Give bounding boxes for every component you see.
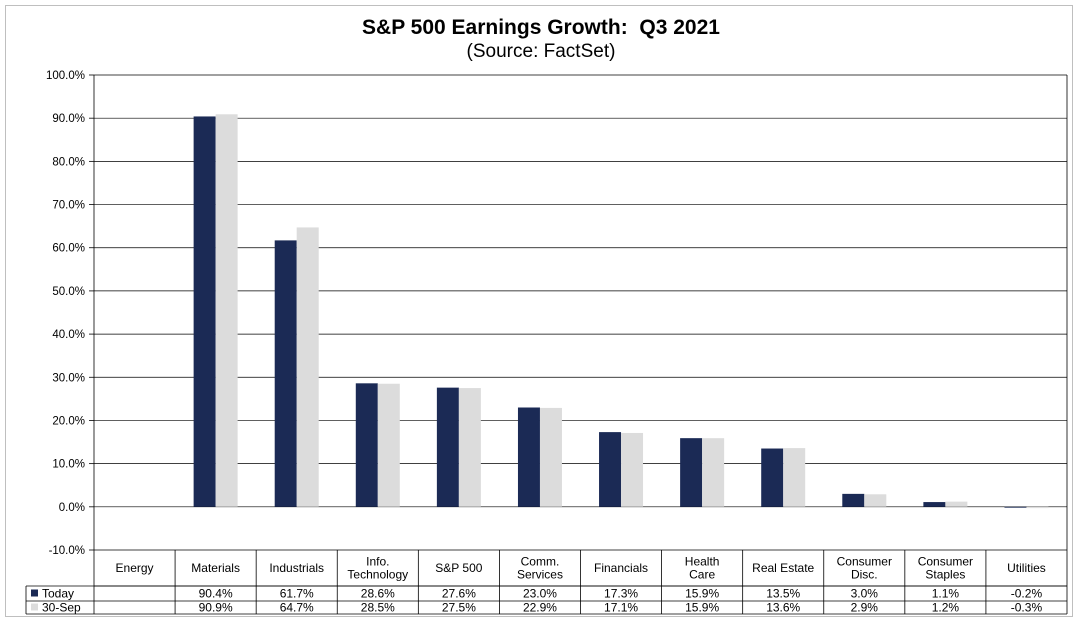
y-tick-label: 100.0% <box>46 70 85 82</box>
data-label: -0.2% <box>1011 587 1043 601</box>
category-label: Energy <box>116 561 154 575</box>
bar-30-sep-2 <box>296 227 319 507</box>
bar-30-sep-3 <box>377 383 400 507</box>
data-label: 61.7% <box>280 587 314 601</box>
legend-key-today <box>31 589 38 597</box>
y-tick-label: 20.0% <box>52 415 85 427</box>
data-label: 1.1% <box>932 587 960 601</box>
y-tick-label: 0.0% <box>59 502 85 514</box>
y-tick-label: -10.0% <box>49 545 85 557</box>
gridlines <box>89 74 1068 614</box>
chart-subtitle: (Source: FactSet) <box>467 41 616 62</box>
data-label: 27.6% <box>442 587 476 601</box>
data-table: Energy Materials Industrials Info.Technolog… <box>25 550 1067 615</box>
bar-today-7 <box>680 438 703 507</box>
bar-30-sep-11 <box>1026 506 1049 509</box>
data-label: 64.7% <box>280 601 314 615</box>
category-label: Consumer <box>918 555 973 569</box>
y-tick-label: 70.0% <box>52 200 85 212</box>
chart-title: S&P 500 Earnings Growth: Q3 2021 <box>362 16 720 39</box>
bar-today-2 <box>274 240 297 507</box>
data-label: 23.0% <box>523 587 557 601</box>
y-tick-label: 50.0% <box>52 286 85 298</box>
category-label: Care <box>689 568 715 582</box>
bar-today-5 <box>517 407 540 507</box>
category-label: Financials <box>594 561 648 575</box>
bar-30-sep-6 <box>621 432 644 507</box>
category-label: Disc. <box>851 568 878 582</box>
bar-30-sep-10 <box>945 501 968 507</box>
data-label: 13.6% <box>766 601 800 615</box>
data-label: 15.9% <box>685 601 719 615</box>
legend-key-30-sep <box>31 603 38 611</box>
category-label: Materials <box>191 561 240 575</box>
category-label: Utilities <box>1007 561 1046 575</box>
bar-30-sep-7 <box>702 438 725 507</box>
bar-30-sep-5 <box>539 407 562 507</box>
bar-today-1 <box>193 116 216 507</box>
category-label: Industrials <box>269 561 324 575</box>
category-label: Consumer <box>837 555 892 569</box>
y-axis-ticks: -10.0% 0.0% 10.0% 20.0% 30.0% 40.0% 50.0% 60.0%… <box>46 70 85 557</box>
category-label: Health <box>685 555 720 569</box>
data-label: -0.3% <box>1011 601 1043 615</box>
data-label: 90.9% <box>199 601 233 615</box>
data-label: 1.2% <box>932 601 960 615</box>
bar-30-sep-8 <box>783 448 806 507</box>
data-label: 2.9% <box>851 601 879 615</box>
data-label: 3.0% <box>851 587 879 601</box>
bar-30-sep-1 <box>215 114 238 507</box>
data-label: 17.1% <box>604 601 638 615</box>
y-tick-label: 80.0% <box>52 156 85 168</box>
data-label: 15.9% <box>685 587 719 601</box>
bar-today-3 <box>355 383 378 507</box>
data-label: 90.4% <box>199 587 233 601</box>
data-label: 27.5% <box>442 601 476 615</box>
bar-30-sep-4 <box>458 388 481 507</box>
category-label: Staples <box>925 568 965 582</box>
data-label: 28.6% <box>361 587 395 601</box>
category-label: Technology <box>347 568 408 582</box>
y-tick-label: 10.0% <box>52 459 85 471</box>
data-label: 22.9% <box>523 601 557 615</box>
y-tick-label: 60.0% <box>52 243 85 255</box>
bar-30-sep-9 <box>864 494 887 507</box>
category-label: Services <box>517 568 563 582</box>
bar-today-8 <box>761 448 784 507</box>
data-label: 17.3% <box>604 587 638 601</box>
legend-label: 30-Sep <box>42 601 81 615</box>
bars <box>193 114 1049 509</box>
y-tick-label: 90.0% <box>52 113 85 125</box>
bar-today-11 <box>1004 506 1027 508</box>
chart-frame: S&P 500 Earnings Growth: Q3 2021 (Source… <box>5 5 1073 617</box>
category-label: Real Estate <box>752 561 814 575</box>
bar-today-9 <box>842 493 865 507</box>
category-label: Info. <box>366 555 389 569</box>
data-label: 28.5% <box>361 601 395 615</box>
earnings-growth-chart: S&P 500 Earnings Growth: Q3 2021 (Source… <box>25 16 1068 615</box>
category-label: S&P 500 <box>435 561 482 575</box>
bar-today-4 <box>436 387 459 507</box>
y-tick-label: 30.0% <box>52 372 85 384</box>
y-tick-label: 40.0% <box>52 329 85 341</box>
bar-today-6 <box>599 432 622 507</box>
category-label: Comm. <box>521 555 560 569</box>
legend-label: Today <box>42 587 74 601</box>
data-label: 13.5% <box>766 587 800 601</box>
bar-today-10 <box>923 502 946 507</box>
